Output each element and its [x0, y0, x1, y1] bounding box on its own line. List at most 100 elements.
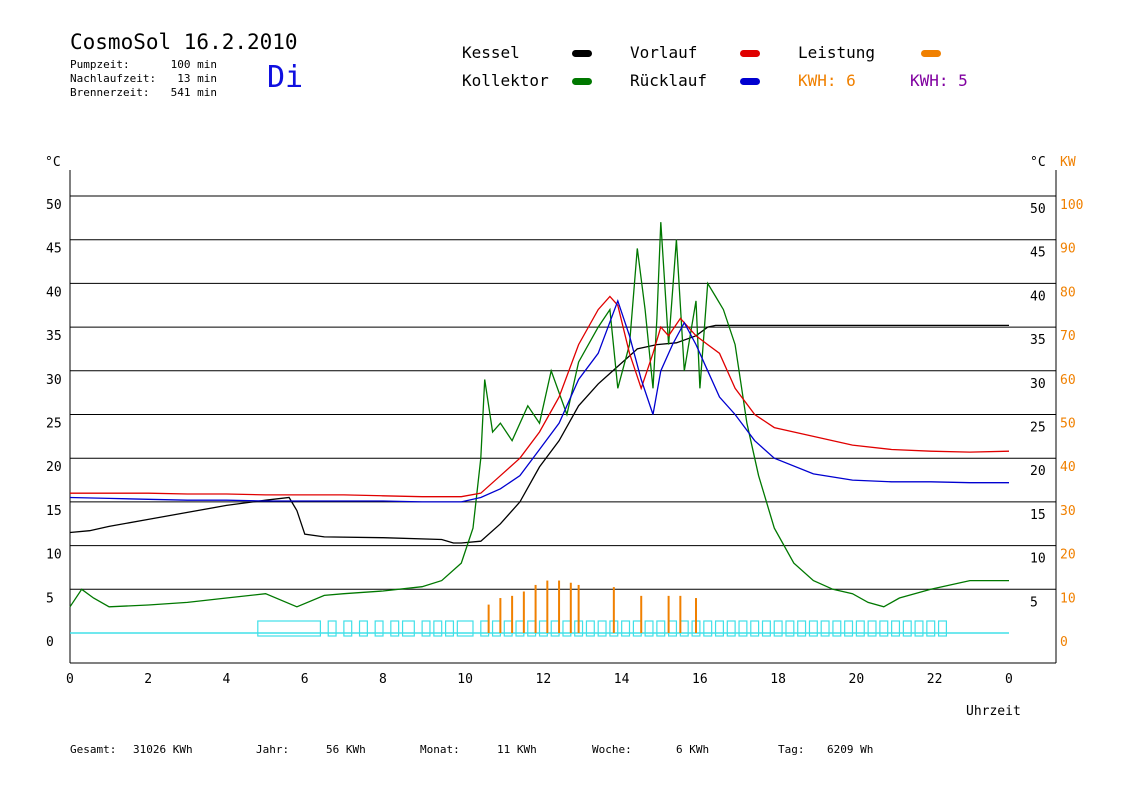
footer-tag-label: Tag: [778, 743, 805, 756]
kw-tick-label: 10 [1060, 591, 1076, 606]
y-tick-label-right: 25 [1030, 421, 1046, 436]
legend-vorlauf-label: Vorlauf [630, 43, 698, 62]
y-tick-label-left: 45 [46, 242, 62, 257]
y-tick-label-right: 30 [1030, 377, 1046, 392]
weekday-label: Di [267, 60, 304, 95]
pump-block [358, 620, 368, 637]
pump-block [808, 620, 818, 637]
pump-block [374, 620, 384, 637]
footer-jahr-value: 56 KWh [326, 743, 366, 756]
kw-tick-label: 40 [1060, 460, 1076, 475]
y-tick-label-left: 25 [46, 417, 62, 432]
kw-axis-unit: KW [1060, 155, 1076, 170]
y-tick-label-right: 20 [1030, 464, 1046, 479]
pump-block [891, 620, 901, 637]
pump-block [656, 620, 666, 637]
series-kollektor-line [69, 222, 1009, 608]
pump-block [726, 620, 736, 637]
pump-block [914, 620, 924, 637]
x-tick-label: 2 [144, 672, 152, 687]
kw-tick-label: 80 [1060, 285, 1076, 300]
pump-block [867, 620, 877, 637]
y-tick-label-right: 35 [1030, 333, 1046, 348]
legend-kessel-swatch [572, 50, 592, 57]
pump-block [797, 620, 807, 637]
y-tick-label-left: 5 [46, 591, 54, 606]
pump-block [445, 620, 455, 637]
info-row-brennerzeit: Brennerzeit: 541 min [70, 86, 217, 99]
pump-block [820, 620, 830, 637]
pump-block [597, 620, 607, 637]
pump-block [456, 620, 474, 637]
legend-leistung-swatch [921, 50, 941, 57]
info-label: Pumpzeit: [70, 58, 130, 71]
pump-block [926, 620, 936, 637]
y-tick-label-left: 40 [46, 285, 62, 300]
x-tick-label: 12 [536, 672, 552, 687]
pump-block [937, 620, 948, 637]
kw-tick-label: 30 [1060, 504, 1076, 519]
y-tick-label-right: 5 [1030, 595, 1038, 610]
legend-ruecklauf-label: Rücklauf [630, 71, 708, 90]
pump-block [327, 620, 337, 637]
series-rcklauf-line [69, 298, 1009, 503]
kw-tick-label: 50 [1060, 417, 1076, 432]
y-tick-label-left: 20 [46, 460, 62, 475]
info-row-nachlaufzeit: Nachlaufzeit: 13 min [70, 72, 217, 85]
footer-woche-label: Woche: [592, 743, 632, 756]
kw-tick-label: 20 [1060, 548, 1076, 563]
x-axis-label: Uhrzeit [966, 704, 1021, 719]
y-tick-label-right: 40 [1030, 289, 1046, 304]
legend-kollektor-label: Kollektor [462, 71, 549, 90]
footer-woche-value: 6 KWh [676, 743, 710, 756]
footer-gesamt-value: 31026 KWh [133, 743, 193, 756]
x-tick-label: 4 [223, 672, 231, 687]
pump-block [761, 620, 771, 637]
y-tick-label-left: 50 [46, 198, 62, 213]
y-tick-label-right: 15 [1030, 508, 1046, 523]
y-tick-label-right: 10 [1030, 552, 1046, 567]
x-tick-label: 20 [849, 672, 865, 687]
info-value: 100 min [170, 58, 217, 71]
series-kessel-line [69, 324, 1009, 544]
pump-block [585, 620, 595, 637]
pump-block [433, 620, 443, 637]
x-tick-label: 16 [692, 672, 708, 687]
legend-kollektor-swatch [572, 78, 592, 85]
x-tick-label: 14 [614, 672, 630, 687]
pump-block [401, 620, 415, 637]
footer-monat-label: Monat: [420, 743, 460, 756]
pump-block [257, 620, 321, 637]
pump-block [844, 620, 854, 637]
y-axis-unit-right: °C [1030, 155, 1046, 170]
info-label: Nachlaufzeit: [70, 72, 157, 85]
footer-tag-value: 6209 Wh [827, 743, 874, 756]
x-tick-label: 8 [379, 672, 387, 687]
y-tick-label-right: 45 [1030, 246, 1046, 261]
x-tick-label: 10 [457, 672, 473, 687]
y-tick-label-left: 35 [46, 329, 62, 344]
pump-block [750, 620, 760, 637]
pump-block [738, 620, 748, 637]
y-tick-label-left: 10 [46, 548, 62, 563]
kw-tick-label: 70 [1060, 329, 1076, 344]
pump-block [644, 620, 654, 637]
footer-jahr-label: Jahr: [256, 743, 290, 756]
x-tick-label: 22 [927, 672, 943, 687]
kw-tick-label: 100 [1060, 198, 1083, 213]
pump-block [390, 620, 400, 637]
x-tick-label: 6 [301, 672, 309, 687]
y-tick-label-left: 30 [46, 373, 62, 388]
y-tick-label-left: 15 [46, 504, 62, 519]
pump-block [902, 620, 912, 637]
pump-block [855, 620, 865, 637]
pump-block [621, 620, 631, 637]
footer-gesamt-label: Gesamt: [70, 743, 117, 756]
info-row-pumpzeit: Pumpzeit: 100 min [70, 58, 217, 71]
y-axis-unit-left: °C [45, 155, 61, 170]
y-tick-label-left: 0 [46, 635, 54, 650]
legend-kwh-a: KWH: 6 [798, 71, 856, 90]
pump-block [773, 620, 783, 637]
kw-tick-label: 0 [1060, 635, 1068, 650]
